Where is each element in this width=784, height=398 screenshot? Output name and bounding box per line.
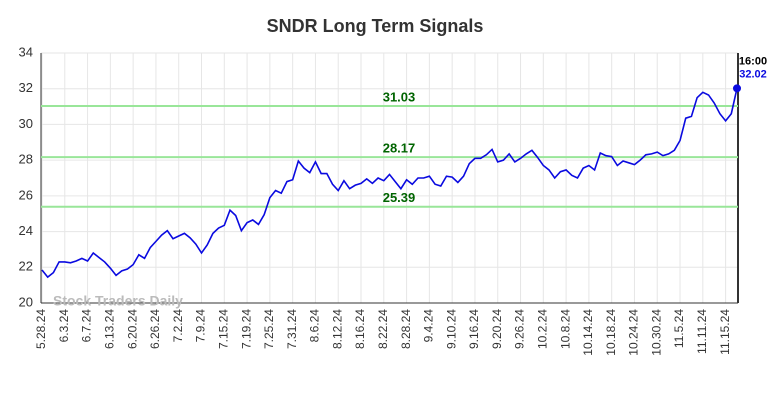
x-tick-label: 5.28.24 [34,309,48,349]
y-tick-label: 32 [19,80,33,95]
x-tick-label: 8.22.24 [376,309,390,349]
x-tick-label: 10.14.24 [581,309,595,356]
x-tick-label: 9.20.24 [490,309,504,349]
x-tick-label: 7.2.24 [171,309,185,343]
x-tick-label: 8.6.24 [308,309,322,343]
x-tick-label: 6.13.24 [103,309,117,349]
x-tick-label: 9.10.24 [444,309,458,349]
x-tick-label: 6.20.24 [125,309,139,349]
y-tick-label: 22 [19,259,33,274]
last-time-label: 16:00 [739,55,767,67]
chart-title: SNDR Long Term Signals [267,16,484,36]
y-tick-label: 34 [19,44,33,59]
x-tick-label: 8.16.24 [353,309,367,349]
signal-label: 31.03 [383,89,416,104]
x-tick-label: 7.9.24 [194,309,208,343]
x-tick-label: 7.25.24 [262,309,276,349]
x-tick-label: 11.11.24 [695,309,709,354]
y-tick-label: 20 [19,294,33,309]
x-tick-label: 9.26.24 [513,309,527,349]
x-tick-label: 10.24.24 [627,309,641,356]
signal-label: 25.39 [383,190,416,205]
x-tick-label: 10.8.24 [558,309,572,349]
signal-label: 28.17 [383,141,416,156]
y-tick-label: 28 [19,152,33,167]
x-tick-label: 6.7.24 [80,309,94,343]
x-tick-label: 10.18.24 [604,309,618,356]
x-tick-label: 6.3.24 [57,309,71,343]
last-value-label: 32.02 [739,68,767,80]
x-tick-label: 10.2.24 [535,309,549,349]
x-tick-label: 9.16.24 [467,309,481,349]
y-tick-label: 26 [19,187,33,202]
x-tick-label: 7.19.24 [239,309,253,349]
x-tick-label: 8.12.24 [330,309,344,349]
last-point [733,84,741,93]
price-line [41,88,738,279]
x-tick-label: 7.15.24 [216,309,230,349]
watermark: Stock Traders Daily [53,293,183,309]
x-tick-label: 9.4.24 [422,309,436,343]
x-tick-label: 10.30.24 [649,309,663,356]
x-tick-label: 6.26.24 [148,309,162,349]
x-tick-label: 11.15.24 [718,309,732,355]
x-tick-label: 7.31.24 [285,309,299,349]
x-tick-label: 8.28.24 [399,309,413,349]
x-tick-label: 11.5.24 [672,309,686,348]
y-tick-label: 24 [19,223,33,238]
y-tick-label: 30 [19,116,33,131]
